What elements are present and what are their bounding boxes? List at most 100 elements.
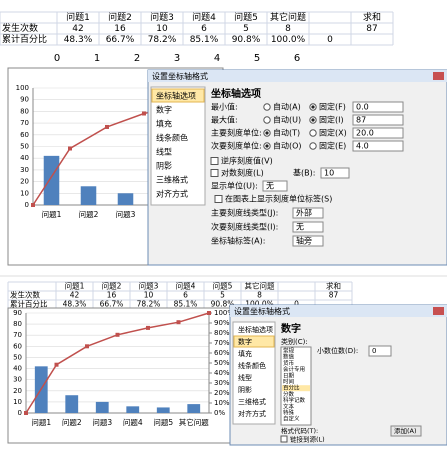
- input-box[interactable]: [292, 235, 324, 247]
- category-item[interactable]: 货币: [283, 359, 295, 367]
- menu-item[interactable]: 数字: [238, 337, 252, 346]
- cell-text: 0: [294, 300, 299, 309]
- cell-text: 87: [366, 24, 377, 34]
- x-tick-label: 问题1: [31, 418, 51, 427]
- cell-text: 问题5: [213, 282, 233, 291]
- option-fixed: 固定(F): [319, 102, 346, 112]
- menu-item[interactable]: 阴影: [238, 385, 252, 394]
- cell-text: 问题4: [192, 11, 216, 23]
- y-tick-label: 50: [13, 353, 22, 361]
- line-marker: [105, 124, 109, 129]
- cell-text: 求和: [363, 11, 381, 23]
- option-value: 0.0: [356, 103, 369, 112]
- menu-item[interactable]: 三维格式: [238, 397, 266, 406]
- option-auto: 自动(A): [273, 102, 301, 112]
- cell-text: 90.8%: [211, 300, 235, 309]
- format-code-label: 格式代码(T):: [281, 426, 318, 435]
- cell-text: 累计百分比: [10, 299, 48, 309]
- menu-item[interactable]: 三维格式: [156, 175, 188, 185]
- dialog-title: 设置坐标轴格式: [234, 306, 290, 316]
- category-item[interactable]: 自定义: [283, 415, 300, 423]
- y2-tick-label: 100%: [214, 309, 234, 317]
- input-box[interactable]: [292, 207, 324, 219]
- cell-text: 100.0%: [271, 35, 306, 45]
- menu-item[interactable]: 填充: [156, 119, 172, 129]
- category-item[interactable]: 文本: [283, 402, 295, 410]
- axis-number: 3: [174, 53, 180, 64]
- line-marker: [146, 325, 150, 330]
- option-fixed: 固定(X): [319, 128, 347, 138]
- input-box[interactable]: [292, 221, 324, 233]
- category-item[interactable]: 科学记数: [283, 396, 306, 404]
- menu-item[interactable]: 阴影: [156, 161, 172, 171]
- checkbox[interactable]: [210, 169, 219, 177]
- base-value: 10: [324, 169, 334, 178]
- option-label: 次要刻度单位:: [211, 141, 262, 151]
- y2-tick-label: 90%: [214, 319, 230, 327]
- radio[interactable]: [263, 103, 271, 111]
- input-box[interactable]: [352, 127, 404, 139]
- input-box[interactable]: [352, 140, 404, 152]
- y-tick-label: 70: [20, 119, 29, 127]
- cell-text: 问题2: [102, 282, 122, 291]
- y2-tick-label: 10%: [214, 399, 230, 407]
- category-label: 类别(C):: [281, 337, 308, 346]
- cell-text: 6: [183, 291, 188, 300]
- menu-item[interactable]: 数字: [156, 105, 172, 115]
- menu-item[interactable]: 线型: [156, 147, 172, 157]
- input-box[interactable]: [320, 167, 350, 179]
- x-tick-label: 问题4: [123, 418, 143, 427]
- cell-text: 求和: [326, 281, 341, 291]
- select-value: 外部: [296, 208, 312, 218]
- cell-text: 其它问题: [270, 11, 306, 23]
- radio[interactable]: [263, 116, 271, 124]
- category-item[interactable]: 常规: [283, 347, 295, 355]
- input-box[interactable]: [368, 345, 392, 357]
- display-unit-label: 显示单位(U):: [211, 181, 258, 191]
- cell-text: 48.3%: [64, 35, 93, 45]
- input-box[interactable]: [352, 101, 404, 113]
- input-box[interactable]: [262, 180, 288, 192]
- checkbox[interactable]: [210, 157, 219, 165]
- close-button[interactable]: [433, 72, 444, 80]
- y2-tick-label: 0%: [214, 409, 225, 417]
- category-highlight: [282, 385, 310, 392]
- menu-item[interactable]: 坐标轴选项: [156, 91, 196, 101]
- menu-item[interactable]: 线条颜色: [156, 133, 188, 143]
- category-item[interactable]: 特殊: [283, 409, 295, 417]
- add-button[interactable]: [390, 425, 422, 437]
- input-box[interactable]: [352, 114, 404, 126]
- cell-text: 78.2%: [137, 300, 161, 309]
- category-item[interactable]: 数值: [283, 353, 295, 361]
- radio[interactable]: [309, 142, 317, 150]
- category-item[interactable]: 时间: [283, 378, 294, 386]
- decimals: 0: [372, 347, 376, 355]
- category-item[interactable]: 百分比: [283, 384, 300, 392]
- cell-text: 78.2%: [148, 35, 177, 45]
- line-marker: [68, 146, 72, 151]
- category-item[interactable]: 分数: [283, 390, 295, 398]
- close-button[interactable]: [433, 307, 444, 315]
- menu-item[interactable]: 对齐方式: [156, 189, 188, 199]
- bar: [95, 401, 109, 413]
- cell-text: 66.7%: [106, 35, 135, 45]
- category-item[interactable]: 会计专用: [283, 365, 305, 373]
- menu-item[interactable]: 线型: [238, 373, 252, 382]
- menu-item[interactable]: 填充: [238, 349, 252, 358]
- category-item[interactable]: 日期: [283, 372, 295, 379]
- axis-number: 0: [54, 53, 60, 64]
- add-label: 添加(A): [394, 426, 417, 435]
- menu-item[interactable]: 线条颜色: [238, 361, 266, 370]
- cell-text: 16: [114, 24, 126, 34]
- y2-tick-label: 70%: [214, 339, 230, 347]
- x-tick-label: 问题5: [153, 418, 173, 427]
- cell-text: 16: [107, 291, 117, 300]
- radio[interactable]: [309, 129, 317, 137]
- checkbox[interactable]: [214, 195, 223, 203]
- menu-highlight: [233, 335, 275, 348]
- menu-item[interactable]: 坐标轴选项: [238, 325, 273, 334]
- checkbox[interactable]: [280, 435, 288, 443]
- cell-text: 48.3%: [63, 300, 87, 309]
- option-value: 87: [356, 116, 366, 125]
- menu-item[interactable]: 对齐方式: [238, 409, 266, 418]
